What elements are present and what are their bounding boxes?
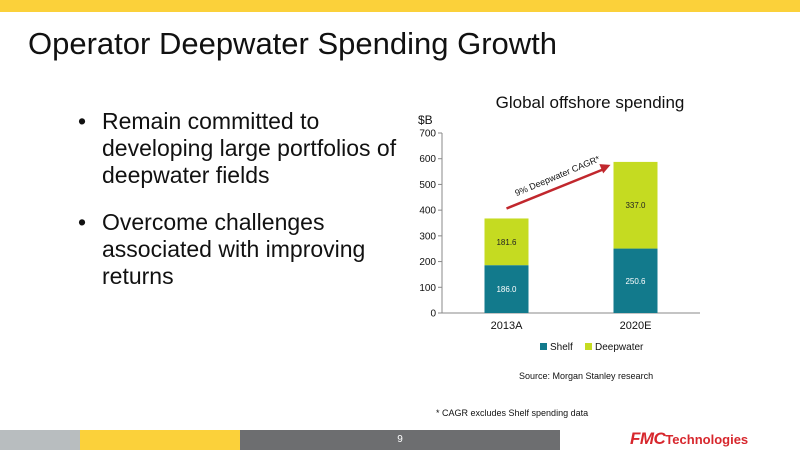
y-tick-label: 0 bbox=[430, 309, 436, 320]
bullet-item: • Overcome challenges associated with im… bbox=[78, 209, 398, 290]
chart-title: Global offshore spending bbox=[496, 93, 685, 112]
legend-swatch-shelf bbox=[540, 343, 547, 350]
logo-technologies-text: Technologies bbox=[665, 432, 749, 447]
footer-bar: 9 bbox=[0, 430, 800, 450]
y-tick-label: 700 bbox=[419, 129, 436, 140]
bar-deepwater-2020e bbox=[613, 161, 658, 249]
x-tick-label: 2020E bbox=[620, 320, 652, 332]
y-tick-label: 100 bbox=[419, 283, 436, 294]
y-tick-label: 200 bbox=[419, 257, 436, 268]
bar-value-label: 181.6 bbox=[496, 238, 517, 247]
legend-label-shelf: Shelf bbox=[550, 342, 573, 353]
y-tick-label: 500 bbox=[419, 180, 436, 191]
x-tick-label: 2013A bbox=[491, 320, 523, 332]
bar-value-label: 337.0 bbox=[625, 201, 646, 210]
bullet-marker: • bbox=[78, 108, 87, 134]
cagr-arrow-head bbox=[599, 164, 611, 174]
offshore-spending-chart: Global offshore spending $B 0 100 200 300 400 5… bbox=[418, 93, 700, 353]
footer-segment-gray bbox=[0, 430, 80, 450]
logo-fmc-text: FMC bbox=[630, 429, 666, 448]
top-accent-bar bbox=[0, 0, 800, 12]
cagr-arrow-line bbox=[506, 167, 605, 210]
bar-value-label: 250.6 bbox=[625, 277, 646, 286]
bullet-list: • Remain committed to developing large p… bbox=[78, 108, 398, 310]
bar-value-label: 186.0 bbox=[496, 285, 517, 294]
legend-label-deepwater: Deepwater bbox=[595, 342, 644, 353]
fmc-technologies-logo: FMCTechnologies bbox=[630, 429, 748, 449]
page-number: 9 bbox=[397, 434, 403, 445]
footer-segment-dark bbox=[240, 430, 560, 450]
bullet-text: Remain committed to developing large por… bbox=[102, 108, 397, 188]
legend-swatch-deepwater bbox=[585, 343, 592, 350]
cagr-footnote: * CAGR excludes Shelf spending data bbox=[436, 408, 589, 418]
bar-shelf-2013a bbox=[484, 265, 529, 313]
bar-shelf-2020e bbox=[613, 248, 658, 313]
y-tick-label: 400 bbox=[419, 206, 436, 217]
bullet-text: Overcome challenges associated with impr… bbox=[102, 209, 366, 289]
bullet-item: • Remain committed to developing large p… bbox=[78, 108, 398, 189]
y-axis-label: $B bbox=[418, 113, 433, 127]
y-tick-label: 600 bbox=[419, 154, 436, 165]
footer-segment-yellow bbox=[80, 430, 240, 450]
bar-deepwater-2013a bbox=[484, 218, 529, 266]
y-tick-label: 300 bbox=[419, 231, 436, 242]
bullet-marker: • bbox=[78, 209, 87, 235]
chart-source-note: Source: Morgan Stanley research bbox=[519, 371, 654, 381]
slide-title: Operator Deepwater Spending Growth bbox=[28, 26, 558, 61]
